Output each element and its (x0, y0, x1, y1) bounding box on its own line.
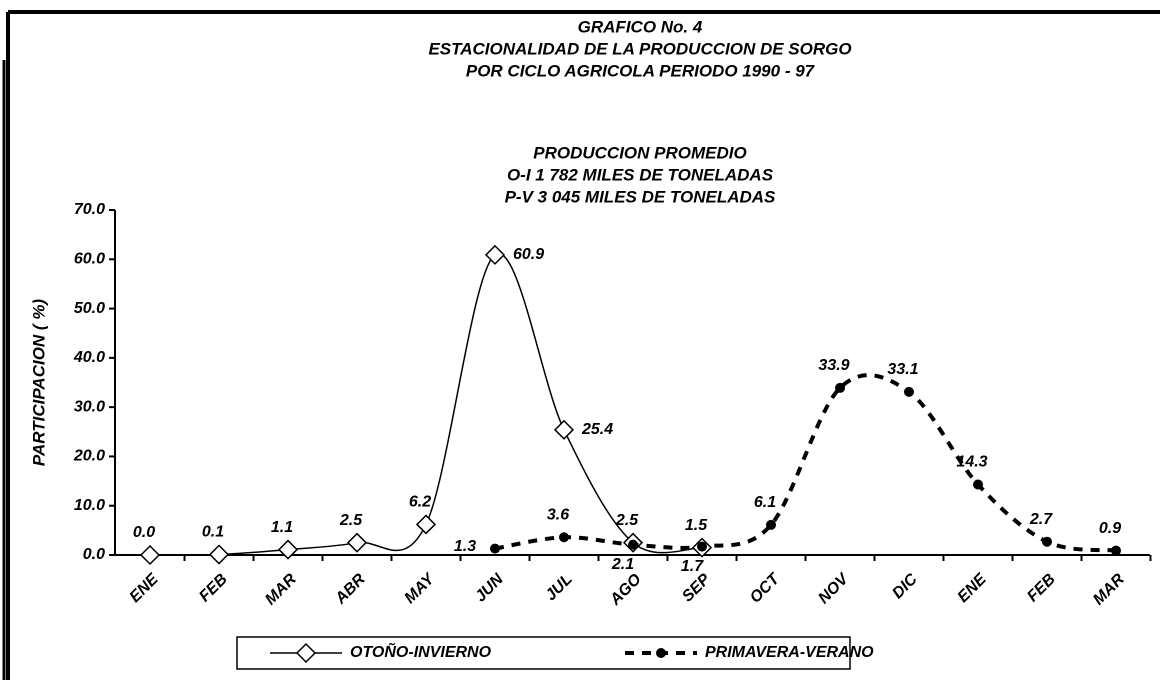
diamond-marker (277, 539, 299, 560)
y-tick-label: 70.0 (74, 201, 105, 218)
y-tick-label: 30.0 (74, 398, 105, 415)
data-label: 6.1 (754, 494, 776, 511)
chart-title: GRAFICO No. 4 (578, 17, 703, 36)
data-label: 1.5 (685, 517, 708, 534)
data-label: 60.9 (513, 246, 544, 263)
y-tick-label: 0.0 (83, 546, 105, 563)
circle-marker (628, 539, 638, 550)
data-label: 1.7 (681, 558, 704, 575)
data-label: 1.3 (454, 538, 476, 555)
data-label: 2.5 (615, 512, 639, 529)
legend-label: OTOÑO-INVIERNO (350, 641, 492, 661)
data-label: 14.3 (956, 454, 987, 471)
data-label: 0.0 (133, 524, 155, 541)
data-label: 33.9 (818, 357, 849, 374)
series-line (149, 252, 703, 556)
circle-marker (904, 386, 914, 397)
diamond-marker (484, 244, 506, 265)
chart-subtitle: PRODUCCION PROMEDIO (533, 143, 746, 162)
diamond-marker (208, 544, 230, 565)
data-label: 2.7 (1029, 511, 1053, 528)
circle-marker (1042, 536, 1052, 547)
y-tick-label: 10.0 (74, 497, 105, 514)
y-tick-label: 40.0 (73, 349, 105, 366)
data-label: 2.5 (339, 512, 363, 529)
diamond-marker (553, 419, 575, 440)
circle-marker (697, 541, 707, 552)
circle-marker (656, 648, 666, 658)
data-label: 25.4 (581, 421, 613, 438)
diamond-marker (415, 514, 437, 535)
circle-marker (490, 543, 500, 554)
circle-marker (766, 519, 776, 530)
chart-subtitle: P-V 3 045 MILES DE TONELADAS (505, 187, 776, 206)
data-label: 6.2 (409, 494, 431, 511)
series-line (494, 373, 1117, 553)
diamond-marker (346, 532, 368, 553)
data-label: 0.9 (1099, 520, 1121, 537)
data-label: 0.1 (202, 524, 224, 541)
chart-title: ESTACIONALIDAD DE LA PRODUCCION DE SORGO (428, 39, 851, 58)
y-tick-label: 20.0 (73, 448, 105, 465)
data-label: 2.1 (611, 556, 634, 573)
data-label: 3.6 (547, 506, 569, 523)
data-label: 1.1 (271, 519, 293, 536)
circle-marker (559, 532, 569, 543)
legend-label: PRIMAVERA-VERANO (705, 644, 874, 661)
chart-title: POR CICLO AGRICOLA PERIODO 1990 - 97 (466, 61, 816, 80)
circle-marker (1111, 545, 1121, 556)
chart-subtitle: O-I 1 782 MILES DE TONELADAS (507, 165, 774, 184)
circle-marker (973, 479, 983, 490)
y-axis-label: PARTICIPACION ( %) (29, 299, 48, 467)
diamond-marker (139, 544, 161, 566)
circle-marker (835, 382, 845, 393)
data-label: 33.1 (887, 361, 918, 378)
diamond-marker (295, 642, 317, 664)
y-tick-label: 60.0 (74, 251, 105, 268)
y-tick-label: 50.0 (74, 300, 105, 317)
